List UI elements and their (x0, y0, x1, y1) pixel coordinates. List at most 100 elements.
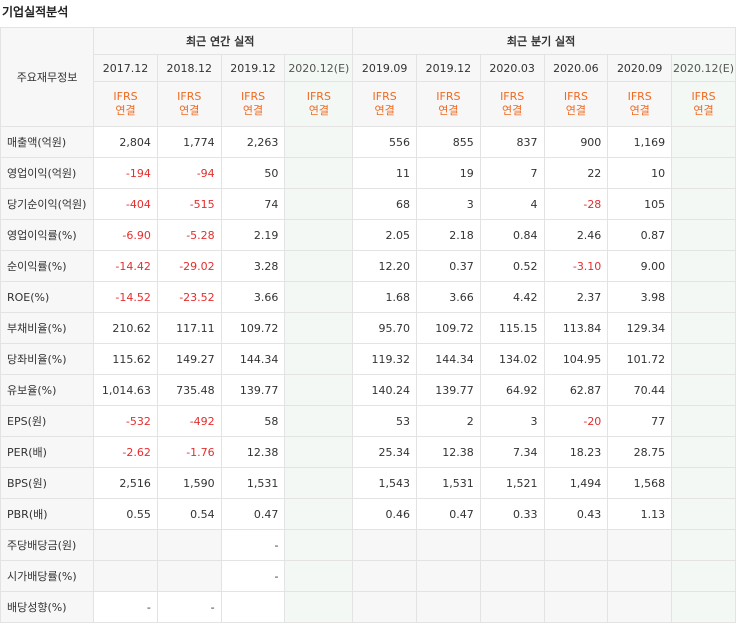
table-cell: 0.47 (220, 498, 286, 530)
consolidated-label: 연결 (374, 104, 395, 117)
period-header: 2019.12 (416, 54, 481, 82)
table-cell: 0.33 (479, 498, 545, 530)
table-cell (284, 374, 354, 406)
table-cell: 113.84 (543, 312, 609, 344)
table-cell: 2,263 (220, 126, 286, 158)
annual-group-header: 최근 연간 실적 (93, 27, 354, 55)
period-header: 2017.12 (93, 54, 158, 82)
table-cell: 837 (479, 126, 545, 158)
table-cell: -14.42 (93, 250, 158, 282)
table-cell (671, 281, 736, 313)
table-cell: 144.34 (220, 343, 286, 375)
table-cell: - (220, 529, 286, 561)
table-cell: 0.87 (607, 219, 673, 251)
table-cell: 74 (220, 188, 286, 220)
table-cell: 855 (416, 126, 481, 158)
period-header: 2020.09 (607, 54, 673, 82)
table-cell: 140.24 (352, 374, 418, 406)
ifrs-label: IFRS (306, 90, 331, 103)
table-cell (671, 312, 736, 344)
table-row: PBR(배) 0.55 0.54 0.47 0.46 0.47 0.33 0.43 1.13 (0, 498, 736, 530)
consolidated-label: 연결 (115, 104, 136, 117)
table-cell: 139.77 (416, 374, 481, 406)
ifrs-label: IFRS (177, 90, 202, 103)
row-label: 매출액(억원) (0, 126, 95, 158)
table-cell: 105 (607, 188, 673, 220)
table-cell (352, 560, 418, 592)
row-label: 영업이익(억원) (0, 157, 95, 189)
table-cell (671, 560, 736, 592)
ifrs-badge: IFRS 연결 (220, 81, 286, 127)
table-cell: 3.98 (607, 281, 673, 313)
financial-table: 주요재무정보 최근 연간 실적 최근 분기 실적 2017.12 2018.12 2… (0, 27, 736, 623)
table-cell: 2,804 (93, 126, 158, 158)
table-cell: 7 (479, 157, 545, 189)
table-cell: -29.02 (156, 250, 222, 282)
table-cell: 1,531 (416, 467, 481, 499)
row-label: EPS(원) (0, 405, 95, 437)
table-cell (671, 436, 736, 468)
table-cell: 58 (220, 405, 286, 437)
table-cell (479, 560, 545, 592)
table-cell: -94 (156, 157, 222, 189)
consolidated-label: 연결 (502, 104, 523, 117)
table-cell: 104.95 (543, 343, 609, 375)
table-cell (93, 560, 158, 592)
table-cell: 117.11 (156, 312, 222, 344)
period-header: 2020.06 (543, 54, 609, 82)
table-cell: 95.70 (352, 312, 418, 344)
table-cell: 0.43 (543, 498, 609, 530)
table-cell: -28 (543, 188, 609, 220)
ifrs-badge: IFRS 연결 (416, 81, 481, 127)
table-cell (284, 591, 354, 623)
table-cell: 22 (543, 157, 609, 189)
table-cell: 4 (479, 188, 545, 220)
table-cell: 3.66 (220, 281, 286, 313)
table-cell (284, 312, 354, 344)
table-cell: 0.54 (156, 498, 222, 530)
table-cell (352, 529, 418, 561)
table-cell: 0.84 (479, 219, 545, 251)
table-row: 영업이익(억원) -194 -94 50 11 19 7 22 10 (0, 157, 736, 189)
table-cell (284, 157, 354, 189)
table-cell: 1,774 (156, 126, 222, 158)
table-cell (671, 188, 736, 220)
table-cell (352, 591, 418, 623)
table-cell (671, 343, 736, 375)
table-cell (671, 467, 736, 499)
ifrs-badge: IFRS 연결 (479, 81, 545, 127)
table-row: BPS(원) 2,516 1,590 1,531 1,543 1,531 1,521 1,49… (0, 467, 736, 499)
ifrs-row: IFRS 연결 IFRS 연결 IFRS 연결 IFRS 연결 IFRS 연결 IFRS 연결 IFRS… (1, 81, 736, 127)
table-cell: 0.37 (416, 250, 481, 282)
table-cell: 62.87 (543, 374, 609, 406)
table-cell (671, 219, 736, 251)
table-cell (671, 529, 736, 561)
table-cell: 115.15 (479, 312, 545, 344)
table-cell: - (156, 591, 222, 623)
table-cell: 50 (220, 157, 286, 189)
table-cell: 25.34 (352, 436, 418, 468)
table-cell (156, 529, 222, 561)
table-cell: 19 (416, 157, 481, 189)
quarterly-group-header: 최근 분기 실적 (352, 27, 736, 55)
table-cell: 10 (607, 157, 673, 189)
row-label: PBR(배) (0, 498, 95, 530)
row-label: 시가배당률(%) (0, 560, 95, 592)
table-row: 시가배당률(%) - (0, 560, 736, 592)
table-cell (607, 591, 673, 623)
table-cell (607, 560, 673, 592)
table-cell: 1,531 (220, 467, 286, 499)
table-cell: 101.72 (607, 343, 673, 375)
table-cell (671, 374, 736, 406)
table-cell: -404 (93, 188, 158, 220)
table-cell (284, 560, 354, 592)
row-label: 당좌비율(%) (0, 343, 95, 375)
table-cell: 7.34 (479, 436, 545, 468)
table-cell: 77 (607, 405, 673, 437)
ifrs-label: IFRS (436, 90, 461, 103)
table-cell: -194 (93, 157, 158, 189)
consolidated-label: 연결 (693, 104, 714, 117)
period-header: 2020.12(E) (284, 54, 354, 82)
table-cell: -20 (543, 405, 609, 437)
table-cell (479, 529, 545, 561)
